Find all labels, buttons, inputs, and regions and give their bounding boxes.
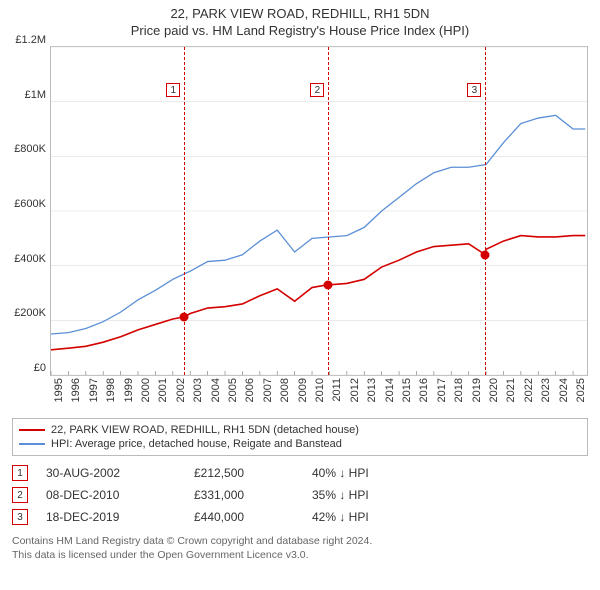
x-axis-labels: 1995 1996 1997 1998 1999 2000 2001 2002 2003 2004…	[50, 378, 588, 414]
events-table: 1 30-AUG-2002 £212,500 40% ↓ HPI 2 08-DEC-201…	[12, 462, 588, 528]
x-tick-label: 1999	[123, 378, 135, 402]
x-tick-label: 2024	[558, 378, 570, 402]
x-tick-label: 2020	[488, 378, 500, 402]
event-vline	[184, 47, 185, 375]
event-marker-label: 2	[310, 83, 324, 97]
footer-line2: This data is licensed under the Open Gov…	[12, 548, 588, 562]
x-tick-label: 2000	[140, 378, 152, 402]
x-tick-label: 2016	[418, 378, 430, 402]
y-tick-label: £1M	[25, 89, 46, 101]
event-price: £331,000	[194, 488, 294, 502]
x-tick-label: 2009	[297, 378, 309, 402]
event-point	[324, 280, 333, 289]
x-tick-label: 1995	[53, 378, 65, 402]
event-number-box: 2	[12, 487, 28, 503]
event-price: £212,500	[194, 466, 294, 480]
legend: 22, PARK VIEW ROAD, REDHILL, RH1 5DN (de…	[12, 418, 588, 456]
event-table-row: 1 30-AUG-2002 £212,500 40% ↓ HPI	[12, 462, 588, 484]
x-tick-label: 2010	[314, 378, 326, 402]
title-block: 22, PARK VIEW ROAD, REDHILL, RH1 5DN Pri…	[0, 0, 600, 42]
event-vline	[485, 47, 486, 375]
legend-label: HPI: Average price, detached house, Reig…	[51, 438, 342, 450]
event-table-row: 3 18-DEC-2019 £440,000 42% ↓ HPI	[12, 506, 588, 528]
legend-row: HPI: Average price, detached house, Reig…	[19, 437, 581, 451]
legend-row: 22, PARK VIEW ROAD, REDHILL, RH1 5DN (de…	[19, 423, 581, 437]
y-tick-label: £200K	[14, 307, 46, 319]
event-date: 08-DEC-2010	[46, 488, 176, 502]
chart-plot-area: 1 2 3	[50, 46, 588, 376]
event-number-box: 1	[12, 465, 28, 481]
x-tick-label: 2014	[384, 378, 396, 402]
legend-swatch	[19, 443, 45, 445]
x-tick-label: 2021	[505, 378, 517, 402]
legend-label: 22, PARK VIEW ROAD, REDHILL, RH1 5DN (de…	[51, 424, 359, 436]
x-tick-label: 2018	[453, 378, 465, 402]
event-diff: 42% ↓ HPI	[312, 510, 432, 524]
event-price: £440,000	[194, 510, 294, 524]
x-tick-label: 1996	[70, 378, 82, 402]
x-tick-label: 2015	[401, 378, 413, 402]
event-point	[180, 312, 189, 321]
title-subtitle: Price paid vs. HM Land Registry's House …	[0, 23, 600, 38]
x-tick-label: 2012	[349, 378, 361, 402]
x-tick-label: 2008	[279, 378, 291, 402]
event-diff: 35% ↓ HPI	[312, 488, 432, 502]
y-tick-label: £400K	[14, 253, 46, 265]
x-tick-label: 2006	[244, 378, 256, 402]
footer-line1: Contains HM Land Registry data © Crown c…	[12, 534, 588, 548]
x-tick-label: 2005	[227, 378, 239, 402]
event-table-row: 2 08-DEC-2010 £331,000 35% ↓ HPI	[12, 484, 588, 506]
series-hpi	[51, 115, 585, 334]
x-tick-label: 2019	[471, 378, 483, 402]
title-address: 22, PARK VIEW ROAD, REDHILL, RH1 5DN	[0, 6, 600, 21]
x-tick-label: 2011	[331, 378, 343, 402]
event-marker-label: 3	[467, 83, 481, 97]
x-tick-label: 2004	[210, 378, 222, 402]
x-tick-label: 2003	[192, 378, 204, 402]
x-tick-label: 2022	[523, 378, 535, 402]
series-price_paid	[51, 236, 585, 350]
event-number-box: 3	[12, 509, 28, 525]
y-tick-label: £800K	[14, 143, 46, 155]
x-tick-label: 2017	[436, 378, 448, 402]
event-marker-label: 1	[166, 83, 180, 97]
x-tick-label: 1997	[88, 378, 100, 402]
x-tick-label: 2002	[175, 378, 187, 402]
x-tick-label: 2001	[157, 378, 169, 402]
event-date: 30-AUG-2002	[46, 466, 176, 480]
y-tick-label: £600K	[14, 198, 46, 210]
event-date: 18-DEC-2019	[46, 510, 176, 524]
legend-swatch	[19, 429, 45, 431]
event-diff: 40% ↓ HPI	[312, 466, 432, 480]
x-tick-label: 2025	[575, 378, 587, 402]
footer-attribution: Contains HM Land Registry data © Crown c…	[12, 534, 588, 562]
y-tick-label: £1.2M	[15, 34, 46, 46]
x-tick-label: 1998	[105, 378, 117, 402]
x-tick-label: 2023	[540, 378, 552, 402]
event-vline	[328, 47, 329, 375]
x-tick-label: 2007	[262, 378, 274, 402]
event-point	[481, 250, 490, 259]
x-tick-label: 2013	[366, 378, 378, 402]
y-axis-labels: £0£200K£400K£600K£800K£1M£1.2M	[6, 40, 48, 370]
y-tick-label: £0	[34, 362, 46, 374]
